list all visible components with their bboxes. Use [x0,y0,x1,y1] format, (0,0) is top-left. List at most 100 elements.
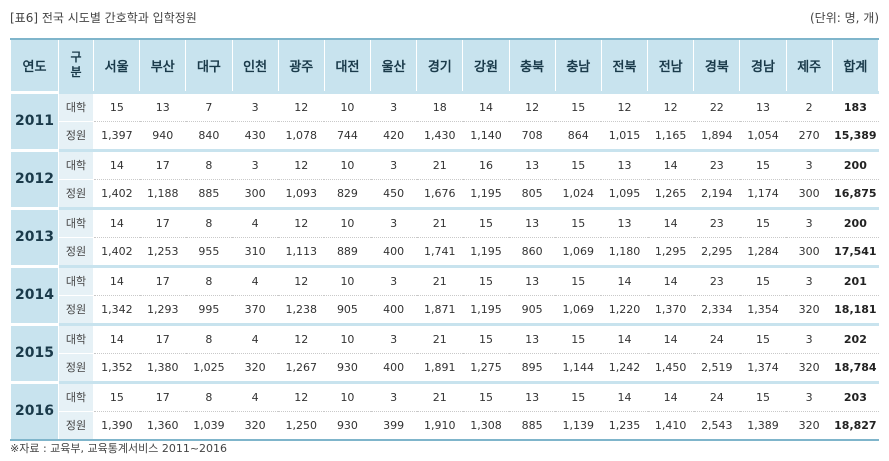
value-cell: 10 [324,264,371,296]
value-cell: 300 [232,179,279,209]
value-cell: 2 [786,90,833,122]
value-cell: 1,165 [647,121,694,151]
row-label-schools: 대학 [58,206,94,237]
row-label-quota: 정원 [58,236,94,266]
total-cell: 16,875 [832,179,879,209]
value-cell: 1,741 [416,237,463,267]
value-cell: 3 [786,264,833,296]
year-cell: 2016 [10,380,59,441]
value-cell: 13 [509,206,556,238]
value-cell: 1,025 [185,353,233,383]
value-cell: 15 [462,206,510,238]
value-cell: 400 [370,237,417,267]
value-cell: 14 [647,148,694,180]
value-cell: 1,871 [416,295,463,325]
value-cell: 10 [324,148,371,180]
value-cell: 430 [232,121,279,151]
header-region: 부산 [139,38,187,92]
value-cell: 895 [509,353,556,383]
value-cell: 860 [509,237,556,267]
table-row-quota: 정원 1,402 1,188 885 300 1,093 829 450 1,676 1,195 8… [11,178,879,209]
value-cell: 12 [278,148,325,180]
value-cell: 4 [232,264,279,296]
table-caption: [표6] 전국 시도별 간호학과 입학정원 [10,11,197,25]
value-cell: 1,250 [278,411,325,441]
value-cell: 21 [416,148,463,180]
value-cell: 18 [416,90,463,122]
value-cell: 13 [509,380,556,412]
value-cell: 14 [647,380,694,412]
value-cell: 400 [370,353,417,383]
value-cell: 1,095 [601,179,648,209]
value-cell: 8 [185,148,233,180]
value-cell: 10 [324,380,371,412]
value-cell: 14 [462,90,510,122]
value-cell: 14 [601,322,648,354]
value-cell: 3 [232,90,279,122]
value-cell: 7 [185,90,233,122]
value-cell: 1,380 [139,353,186,383]
header-region: 전남 [647,38,695,92]
value-cell: 14 [601,264,648,296]
value-cell: 21 [416,264,463,296]
header-category-top: 구 [70,50,82,65]
header-category-bottom: 분 [70,65,82,80]
value-cell: 1,354 [739,295,787,325]
value-cell: 24 [693,322,740,354]
row-label-schools: 대학 [58,322,94,353]
value-cell: 13 [509,264,556,296]
year-cell: 2015 [10,322,59,382]
value-cell: 420 [370,121,417,151]
value-cell: 940 [139,121,186,151]
value-cell: 930 [324,411,371,441]
value-cell: 1,113 [278,237,325,267]
value-cell: 3 [370,322,417,354]
header-region: 충북 [508,38,556,92]
value-cell: 310 [232,237,279,267]
value-cell: 23 [693,264,740,296]
value-cell: 3 [370,206,417,238]
table-row-schools: 2015 대학 14 17 8 4 12 10 3 21 15 13 15 14 14 24 15 3 202 [10,322,879,382]
value-cell: 14 [93,148,140,180]
value-cell: 17 [139,264,186,296]
value-cell: 1,078 [278,121,325,151]
value-cell: 15 [739,264,787,296]
table-row-schools: 2014 대학 14 17 8 4 12 10 3 21 15 13 15 14 14 23 15 3 201 [10,264,879,324]
header-region: 경기 [416,38,464,92]
value-cell: 13 [739,90,787,122]
value-cell: 15 [739,380,787,412]
total-cell: 200 [832,148,879,180]
value-cell: 2,194 [693,179,740,209]
table-row-schools: 2013 대학 14 17 8 4 12 10 3 21 15 13 15 13 14 23 15 3 200 [10,206,879,266]
header-region: 합계 [831,38,880,92]
value-cell: 1,024 [555,179,602,209]
value-cell: 864 [555,121,602,151]
value-cell: 3 [786,206,833,238]
value-cell: 8 [185,264,233,296]
table-row-quota: 정원 1,352 1,380 1,025 320 1,267 930 400 1,891 1,27… [11,352,879,383]
value-cell: 17 [139,380,186,412]
value-cell: 14 [93,264,140,296]
header-region: 인천 [231,38,279,92]
value-cell: 905 [324,295,371,325]
value-cell: 15 [739,148,787,180]
value-cell: 1,342 [93,295,140,325]
value-cell: 1,293 [139,295,186,325]
value-cell: 1,374 [739,353,787,383]
value-cell: 14 [647,322,694,354]
row-label-quota: 정원 [58,294,94,324]
value-cell: 1,188 [139,179,186,209]
value-cell: 1,242 [601,353,648,383]
value-cell: 708 [509,121,556,151]
total-cell: 203 [832,380,879,412]
value-cell: 1,352 [93,353,140,383]
row-label-schools: 대학 [58,264,94,295]
value-cell: 15 [555,148,602,180]
value-cell: 13 [601,206,648,238]
value-cell: 15 [555,206,602,238]
value-cell: 1,410 [647,411,694,441]
value-cell: 15 [555,90,602,122]
value-cell: 399 [370,411,417,441]
value-cell: 3 [370,264,417,296]
value-cell: 1,069 [555,295,602,325]
